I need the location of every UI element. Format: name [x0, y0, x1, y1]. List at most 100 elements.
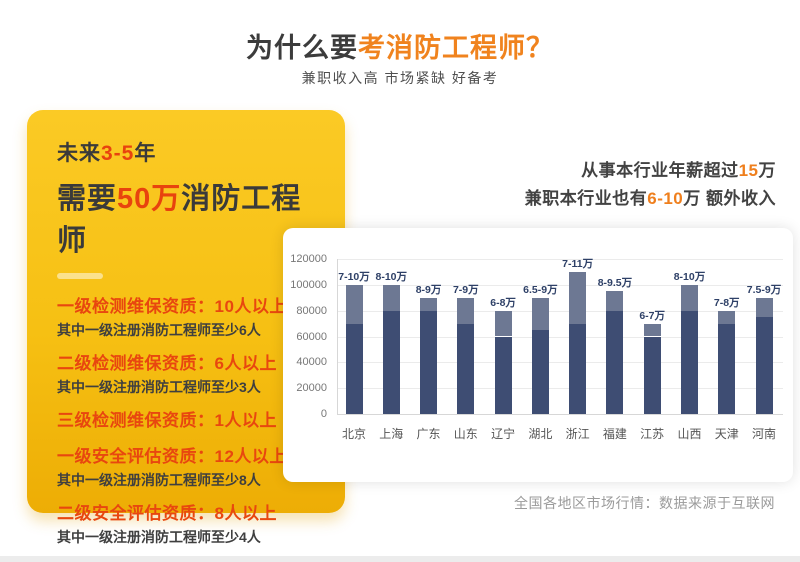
x-axis-label-湖北: 湖北: [528, 427, 553, 441]
income-line-1: 从事本行业年薪超过15万: [525, 157, 776, 185]
bar-value-label-天津: 7-8万: [713, 296, 740, 309]
qualification-item-3: 三级检测维保资质：1人以上: [57, 410, 327, 432]
bar-value-label-河南: 7.5-9万: [746, 283, 782, 296]
bar-value-label-辽宁: 6-8万: [490, 296, 516, 309]
card-headline-demand-pre: 需要: [57, 183, 118, 215]
page-subtitle: 兼职收入高 市场紧缺 好备考: [301, 70, 499, 86]
qualification-item-1: 一级检测维保资质：10人以上 其中一级注册消防工程师至少6人: [57, 296, 327, 339]
bar-value-label-浙江: 7-11万: [562, 257, 594, 270]
income-line1-pre: 从事本行业年薪超过: [581, 161, 739, 180]
y-axis-tick-120000: 120000: [290, 253, 327, 265]
bar-value-label-北京: 7-10万: [338, 270, 370, 283]
qualification-item-5: 二级安全评估资质：8人以上 其中一级注册消防工程师至少4人: [57, 503, 327, 546]
card-headline-years-num: 3-5: [101, 142, 135, 165]
bar-lower-福建: [606, 310, 624, 414]
qualification-list: 一级检测维保资质：10人以上 其中一级注册消防工程师至少6人 二级检测维保资质：6人…: [57, 296, 327, 546]
bar-lower-上海: [382, 310, 400, 414]
salary-bar-chart: 0 20000 40000 60000 80000 100000 120000 7-10万北京…: [283, 228, 793, 482]
bar-upper-广东: [420, 297, 438, 311]
bar-lower-辽宁: [494, 336, 512, 414]
gridline-120000: [337, 259, 783, 260]
x-axis-line: [337, 414, 783, 415]
income-line2-suf: 万 额外收入: [683, 189, 776, 209]
gridline-20000: [337, 388, 783, 390]
x-axis-label-北京: 北京: [341, 427, 367, 441]
qualification-title: 一级安全评估资质：12人以上: [57, 447, 287, 466]
bar-lower-湖北: [531, 330, 549, 414]
x-axis-label-天津: 天津: [714, 427, 739, 441]
bar-value-label-山东: 7-9万: [452, 283, 479, 296]
qualification-title: 三级检测维保资质：1人以上: [57, 411, 277, 430]
income-note: 从事本行业年薪超过15万 兼职本行业也有6-10万 额外收入: [525, 157, 776, 213]
x-axis-label-广东: 广东: [416, 427, 441, 441]
gridline-60000: [337, 336, 783, 338]
page-bottom-divider: [0, 556, 800, 562]
qualification-detail: 其中一级注册消防工程师至少6人: [57, 322, 261, 338]
bar-lower-江苏: [643, 336, 661, 414]
qualification-item-2: 二级检测维保资质：6人以上 其中一级注册消防工程师至少3人: [57, 353, 327, 396]
bar-upper-辽宁: [494, 310, 512, 337]
income-line2-pre: 兼职本行业也有: [524, 189, 648, 209]
qualification-detail: 其中一级注册消防工程师至少3人: [57, 379, 261, 395]
bar-lower-山西: [680, 310, 698, 414]
bar-upper-上海: [382, 284, 400, 311]
data-source-note: 全国各地区市场行情：数据来源于互联网: [514, 495, 775, 511]
bar-value-label-福建: 8-9.5万: [597, 277, 633, 290]
bar-lower-山东: [457, 323, 475, 414]
y-axis-tick-100000: 100000: [290, 278, 327, 291]
bar-value-label-广东: 8-9万: [415, 283, 442, 296]
bar-value-label-上海: 8-10万: [375, 270, 408, 283]
y-axis-tick-60000: 60000: [296, 330, 327, 343]
bar-lower-北京: [345, 323, 363, 414]
card-headline-years-suf: 年: [134, 142, 157, 165]
card-headline-demand-suf: 消防工程师: [57, 183, 302, 257]
y-axis-tick-40000: 40000: [296, 356, 327, 369]
gridline-80000: [337, 310, 783, 312]
bar-upper-天津: [718, 310, 736, 324]
x-axis-label-山东: 山东: [453, 427, 478, 441]
qualification-title: 二级安全评估资质：8人以上: [57, 504, 277, 523]
bar-upper-福建: [606, 291, 624, 311]
page-title-prefix: 为什么要: [246, 33, 358, 63]
bar-upper-江苏: [643, 323, 661, 337]
y-axis-line: [337, 259, 338, 414]
bar-value-label-湖北: 6.5-9万: [523, 283, 558, 296]
card-headline-demand: 需要50万消防工程师: [57, 175, 327, 259]
bar-lower-浙江: [569, 323, 587, 414]
bar-upper-河南: [755, 297, 773, 318]
income-line1-num: 15: [738, 161, 759, 180]
bar-upper-山西: [680, 284, 698, 311]
y-axis-tick-0: 0: [320, 408, 327, 420]
income-line1-suf: 万: [758, 161, 776, 180]
bar-upper-湖北: [531, 297, 549, 331]
x-axis-label-福建: 福建: [602, 427, 627, 441]
page-title-highlight: 考消防工程师？: [358, 33, 554, 63]
income-line2-num: 6-10: [647, 189, 684, 209]
x-axis-label-浙江: 浙江: [565, 427, 590, 441]
bar-value-label-江苏: 6-7万: [639, 309, 666, 322]
card-headline-years-pre: 未来: [57, 142, 101, 165]
qualification-detail: 其中一级注册消防工程师至少4人: [57, 529, 261, 545]
headline-underline: [57, 273, 103, 279]
bar-upper-北京: [345, 284, 363, 324]
qualification-title: 二级检测维保资质：6人以上: [57, 354, 277, 373]
qualification-detail: 其中一级注册消防工程师至少8人: [57, 472, 261, 488]
bar-lower-天津: [718, 323, 736, 414]
y-axis-tick-20000: 20000: [296, 382, 327, 395]
qualification-item-4: 一级安全评估资质：12人以上 其中一级注册消防工程师至少8人: [57, 446, 327, 489]
bar-lower-河南: [755, 317, 773, 414]
qualification-title: 一级检测维保资质：10人以上: [57, 297, 287, 316]
bar-upper-浙江: [569, 271, 587, 324]
bar-upper-山东: [457, 297, 475, 324]
bar-value-label-山西: 8-10万: [673, 270, 706, 283]
card-headline-demand-num: 50万: [117, 183, 182, 215]
gridline-40000: [337, 362, 783, 364]
x-axis-label-辽宁: 辽宁: [491, 427, 516, 441]
x-axis-label-上海: 上海: [379, 427, 404, 441]
x-axis-label-河南: 河南: [751, 427, 777, 441]
page-title: 为什么要考消防工程师？: [0, 26, 800, 65]
gridline-100000: [337, 284, 783, 286]
x-axis-label-江苏: 江苏: [640, 427, 665, 441]
y-axis-tick-80000: 80000: [296, 304, 327, 317]
card-headline-years: 未来3-5年: [57, 137, 327, 167]
